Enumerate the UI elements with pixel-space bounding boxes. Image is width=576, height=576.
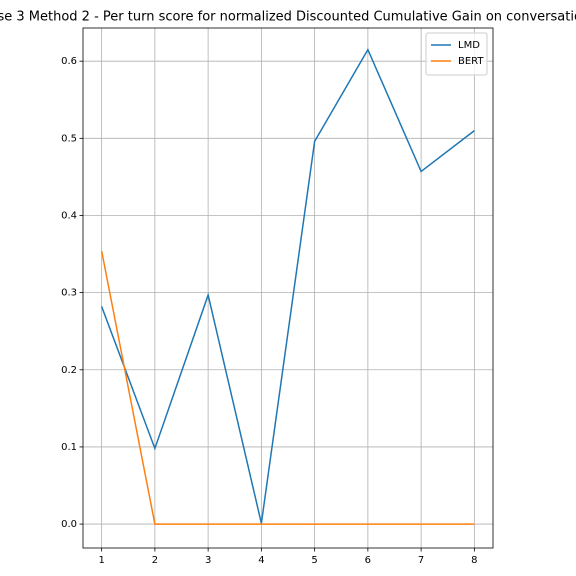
y-tick-label: 0.5: [61, 133, 77, 144]
plot-frame: [82, 27, 494, 549]
y-tick-label: 0.2: [61, 365, 77, 376]
y-tick-label: 0.1: [61, 442, 77, 453]
y-tick-label: 0.4: [61, 210, 77, 221]
chart-title: Phase 3 Method 2 - Per turn score for no…: [0, 10, 576, 25]
y-tick-label: 0.3: [61, 288, 77, 299]
x-tick-label: 2: [152, 555, 158, 566]
x-tick-label: 6: [365, 555, 371, 566]
x-tick-label: 3: [205, 555, 211, 566]
legend: LMD BERT: [425, 32, 488, 76]
x-tick-label: 4: [258, 555, 264, 566]
line-series: [100, 47, 475, 524]
x-tick-label: 8: [471, 555, 477, 566]
legend-label: BERT: [458, 56, 484, 67]
line-series: [100, 250, 475, 525]
y-tick-label: 0.0: [61, 519, 77, 530]
legend-label: LMD: [458, 40, 480, 51]
x-tick-label: 5: [311, 555, 317, 566]
x-tick-label: 1: [98, 555, 104, 566]
legend-box: [425, 32, 488, 76]
y-tick-label: 0.6: [61, 56, 77, 67]
x-tick-label: 7: [418, 555, 424, 566]
